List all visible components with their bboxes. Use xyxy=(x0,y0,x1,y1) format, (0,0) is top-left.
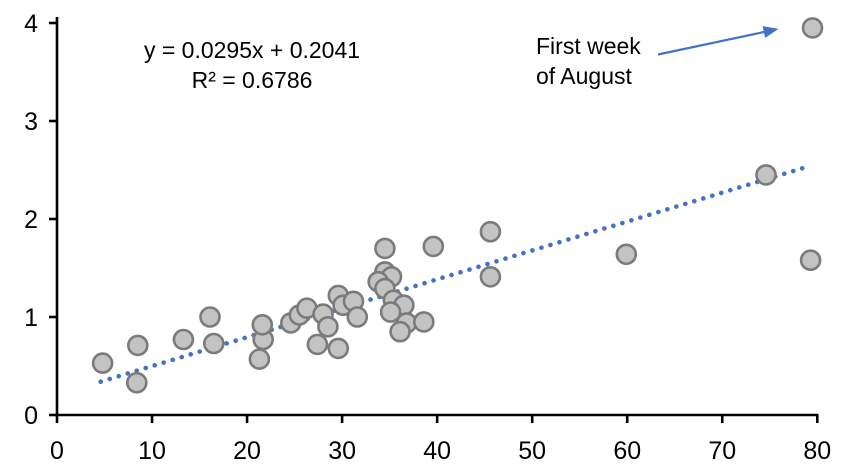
data-point xyxy=(479,220,502,243)
data-point xyxy=(91,352,114,374)
data-point xyxy=(346,306,369,328)
axes-group xyxy=(49,17,819,423)
data-point xyxy=(306,333,329,356)
arrow-shaft xyxy=(657,30,767,56)
data-point xyxy=(203,332,225,355)
data-points-group xyxy=(91,17,824,394)
y-tick-label: 3 xyxy=(24,108,38,136)
data-point xyxy=(412,311,435,333)
data-point xyxy=(251,313,274,336)
y-tick-label: 2 xyxy=(24,206,38,234)
x-tick-labels: 0 10 20 30 40 50 60 70 80 xyxy=(50,437,831,465)
data-point xyxy=(172,328,195,351)
trendline-equation: y = 0.0295x + 0.2041 xyxy=(144,37,360,63)
y-tick-label: 1 xyxy=(24,304,38,332)
annotation-line2: of August xyxy=(536,63,633,89)
annotation-arrow xyxy=(657,26,779,56)
x-tick-label: 80 xyxy=(803,437,831,465)
data-point xyxy=(327,337,350,360)
data-point xyxy=(317,315,339,338)
data-point xyxy=(379,301,402,323)
x-tick-label: 60 xyxy=(613,437,641,465)
data-point xyxy=(389,320,411,343)
data-point xyxy=(374,237,396,260)
arrow-head xyxy=(762,26,779,38)
data-point xyxy=(801,17,824,39)
data-point xyxy=(199,306,221,328)
y-tick-label: 4 xyxy=(24,10,38,38)
x-tick-label: 10 xyxy=(138,437,166,465)
x-tick-label: 70 xyxy=(708,437,736,465)
x-tick-label: 30 xyxy=(328,437,356,465)
data-point xyxy=(127,334,149,357)
y-tick-labels: 0 1 2 3 4 xyxy=(24,10,38,430)
data-point xyxy=(755,164,777,186)
data-point xyxy=(248,348,271,370)
data-point xyxy=(615,243,638,266)
axis-lines xyxy=(55,17,819,417)
x-tick-label: 40 xyxy=(423,437,451,465)
y-tick-label: 0 xyxy=(24,402,38,430)
x-tick-label: 50 xyxy=(518,437,546,465)
annotation-line1: First week xyxy=(536,33,641,59)
x-tick-label: 20 xyxy=(233,437,261,465)
trendline-r-squared: R² = 0.6786 xyxy=(192,67,313,93)
data-point xyxy=(126,371,148,394)
x-tick-label: 0 xyxy=(50,437,64,465)
data-point xyxy=(799,249,822,272)
data-point xyxy=(422,235,445,258)
data-point xyxy=(479,265,502,288)
